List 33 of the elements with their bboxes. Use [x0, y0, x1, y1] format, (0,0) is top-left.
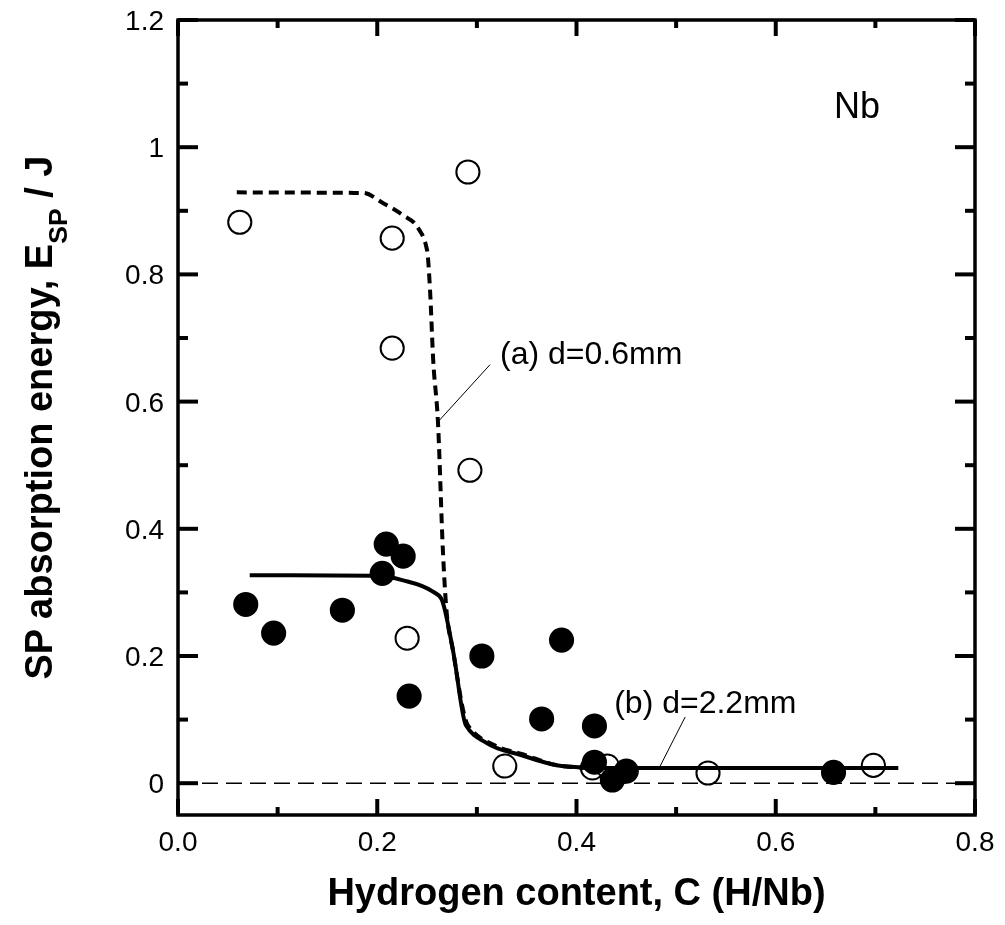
y-tick-label: 0.2: [125, 641, 164, 672]
y-tick-label: 1.2: [125, 5, 164, 36]
annotation: (a) d=0.6mm: [500, 334, 683, 371]
y-tick-label: 1: [148, 132, 164, 164]
point: [457, 457, 483, 483]
x-tick-label: 0.8: [955, 826, 995, 857]
point: [396, 683, 422, 709]
point: [469, 643, 495, 669]
point: [581, 713, 607, 739]
point: [233, 591, 259, 618]
point: [455, 159, 481, 185]
annotation: Nb: [833, 85, 880, 126]
point: [390, 543, 416, 569]
y-tick-label: 0.8: [125, 259, 164, 291]
x-tick-label: 0.6: [756, 826, 796, 857]
x-tick-label: 0.0: [158, 826, 198, 857]
x-tick-label: 0.4: [557, 826, 596, 857]
point: [492, 753, 518, 779]
point: [261, 620, 287, 646]
point: [529, 706, 555, 732]
point: [227, 209, 253, 235]
y-tick-label: 0.4: [125, 513, 164, 545]
point: [379, 225, 405, 251]
x-axis-title: Hydrogen content, C (H/Nb): [327, 871, 826, 913]
point: [548, 627, 575, 653]
annotation: (b) d=2.2mm: [614, 683, 797, 720]
x-tick-label: 0.2: [357, 826, 397, 857]
y-tick-label: 0.6: [125, 386, 164, 418]
point: [329, 597, 355, 623]
y-tick-label: 0: [148, 768, 164, 800]
point: [373, 531, 399, 557]
point: [379, 335, 405, 361]
point: [394, 625, 420, 651]
